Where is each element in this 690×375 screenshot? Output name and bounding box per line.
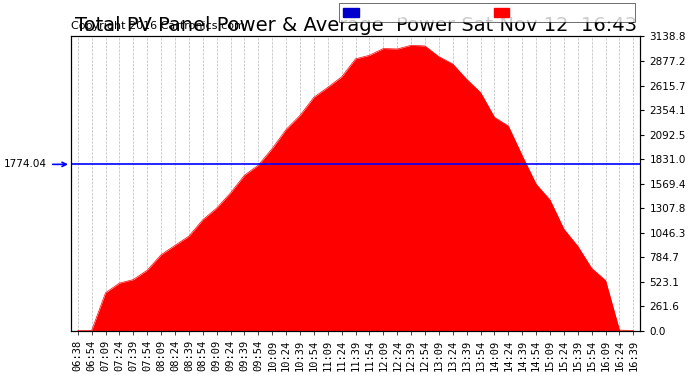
Text: Copyright 2016 Cartronics.com: Copyright 2016 Cartronics.com xyxy=(71,21,245,31)
Legend: Average  (DC Watts), PV Panels  (DC Watts): Average (DC Watts), PV Panels (DC Watts) xyxy=(339,3,635,22)
Title: Total PV Panel Power & Average  Power Sat Nov 12  16:43: Total PV Panel Power & Average Power Sat… xyxy=(75,16,637,35)
Text: 1774.04: 1774.04 xyxy=(4,159,66,170)
